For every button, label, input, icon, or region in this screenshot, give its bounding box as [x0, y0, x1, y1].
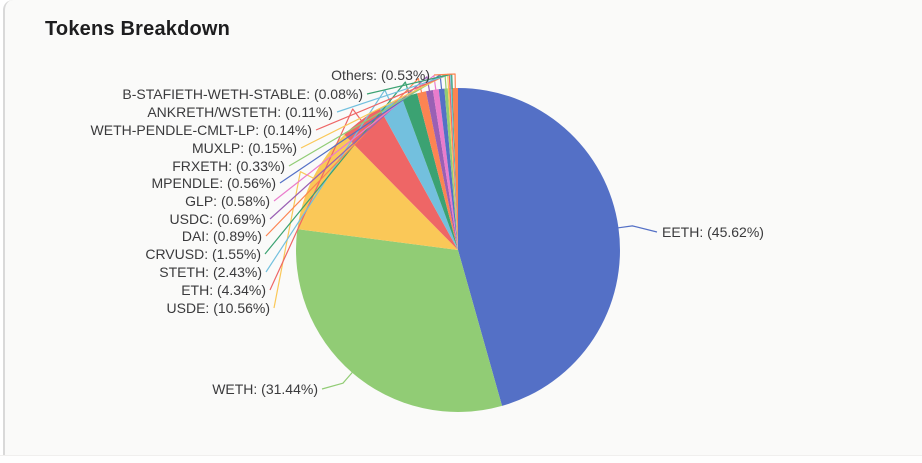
slice-label-frxeth: FRXETH: (0.33%) — [172, 158, 285, 174]
pie-slice-frxeth[interactable] — [444, 88, 458, 250]
pie-slice-b-stafieth-weth-stable[interactable] — [451, 88, 458, 250]
label-line-glp — [273, 75, 437, 202]
pie-slice-usdc[interactable] — [425, 89, 458, 251]
slice-label-eeth: EETH: (45.62%) — [662, 224, 764, 240]
label-line-others — [433, 73, 456, 90]
page-bottom-strip — [0, 455, 922, 463]
slice-label-usdc: USDC: (0.69%) — [170, 211, 266, 227]
pie-slice-others[interactable] — [452, 88, 458, 250]
pie-slice-weth-pendle-cmlt-lp[interactable] — [449, 88, 458, 250]
chart-title: Tokens Breakdown — [45, 18, 231, 40]
pie-slice-muxlp[interactable] — [447, 88, 458, 251]
slice-label-b-stafieth-weth-stable: B-STAFIETH-WETH-STABLE: (0.08%) — [122, 86, 363, 102]
pie-slice-eeth[interactable] — [458, 88, 620, 406]
pie-slice-mpendle[interactable] — [438, 88, 458, 250]
slice-label-others: Others: (0.53%) — [331, 67, 430, 83]
slice-label-mpendle: MPENDLE: (0.56%) — [152, 175, 276, 191]
slice-label-eth: ETH: (4.34%) — [181, 282, 266, 298]
pie-slice-crvusd[interactable] — [402, 93, 458, 251]
pie-slice-ankreth-wsteth[interactable] — [450, 88, 458, 251]
pie-slice-eth[interactable] — [344, 108, 458, 250]
pie-slice-glp[interactable] — [432, 89, 458, 251]
label-line-weth — [321, 371, 354, 390]
slice-label-weth: WETH: (31.44%) — [212, 381, 318, 397]
slice-label-ankreth-wsteth: ANKRETH/WSTETH: (0.11%) — [147, 104, 333, 120]
slice-label-weth-pendle-cmlt-lp: WETH-PENDLE-CMLT-LP: (0.14%) — [91, 122, 312, 138]
label-line-usdc — [269, 76, 431, 220]
label-line-eeth — [617, 225, 658, 233]
slice-label-crvusd: CRVUSD: (1.55%) — [145, 246, 261, 262]
slice-label-muxlp: MUXLP: (0.15%) — [192, 140, 297, 156]
slice-label-usde: USDE: (10.56%) — [167, 300, 270, 316]
slice-label-steth: STETH: (2.43%) — [159, 264, 262, 280]
label-line-eth — [269, 108, 363, 291]
pie-slice-steth[interactable] — [379, 97, 458, 251]
slice-label-dai: DAI: (0.89%) — [182, 228, 262, 244]
slice-label-glp: GLP: (0.58%) — [185, 193, 270, 209]
pie-slice-dai[interactable] — [417, 91, 458, 250]
pie-slice-weth[interactable] — [296, 229, 503, 412]
